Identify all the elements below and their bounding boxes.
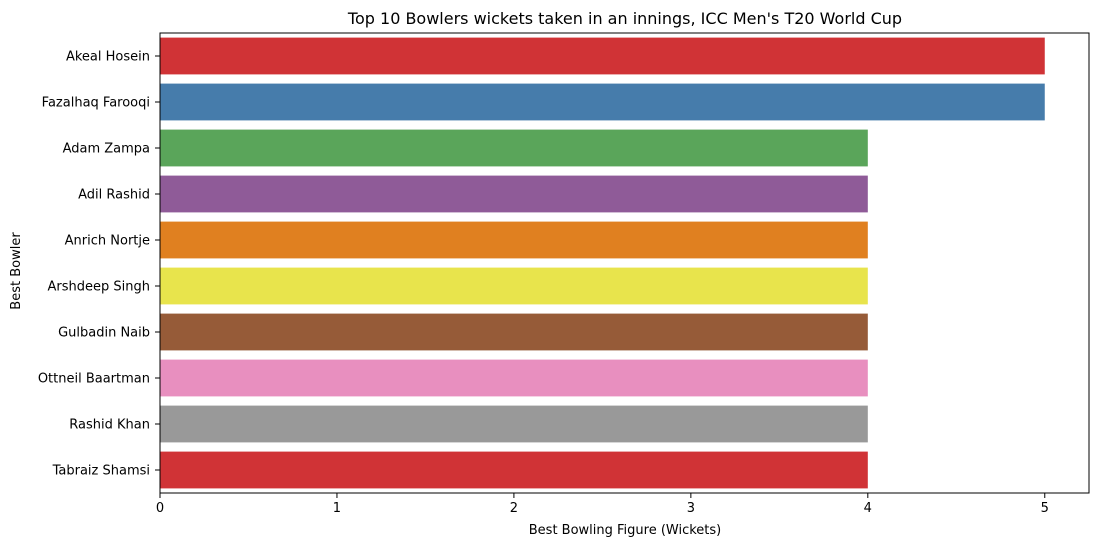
bar-rashid-khan [160, 405, 868, 443]
bar-anrich-nortje [160, 221, 868, 259]
y-tick-label: Fazalhaq Farooqi [42, 96, 150, 111]
bar-ottneil-baartman [160, 359, 868, 397]
x-tick-label: 3 [687, 501, 695, 516]
y-tick-label: Adil Rashid [78, 188, 150, 203]
chart-title: Top 10 Bowlers wickets taken in an innin… [347, 9, 902, 28]
axes-layer: Akeal Hosein Fazalhaq Farooqi Adam Zampa Ad… [38, 32, 1090, 516]
y-tick-label: Rashid Khan [69, 418, 150, 433]
x-tick-label: 0 [156, 501, 164, 516]
y-tick-label: Arshdeep Singh [48, 280, 150, 295]
bars-layer [160, 37, 1045, 489]
plot-frame [159, 32, 1090, 494]
bar-akeal-hosein [160, 37, 1045, 75]
x-tick-label: 4 [864, 501, 872, 516]
y-tick-label: Ottneil Baartman [38, 372, 150, 387]
x-tick-label: 1 [333, 501, 341, 516]
y-tick-label: Gulbadin Naib [58, 326, 150, 341]
bar-tabraiz-shamsi [160, 451, 868, 489]
bar-gulbadin-naib [160, 313, 868, 351]
bar-fazalhaq-farooqi [160, 83, 1045, 121]
y-tick-label: Akeal Hosein [66, 50, 150, 65]
bar-adil-rashid [160, 175, 868, 213]
y-tick-label: Tabraiz Shamsi [52, 464, 150, 479]
bar-arshdeep-singh [160, 267, 868, 305]
bar-adam-zampa [160, 129, 868, 167]
y-axis-label: Best Bowler [9, 232, 24, 310]
y-tick-label: Anrich Nortje [65, 234, 150, 249]
x-tick-label: 5 [1041, 501, 1049, 516]
y-tick-label: Adam Zampa [63, 142, 150, 157]
x-tick-label: 2 [510, 501, 518, 516]
x-axis-label: Best Bowling Figure (Wickets) [529, 523, 722, 538]
